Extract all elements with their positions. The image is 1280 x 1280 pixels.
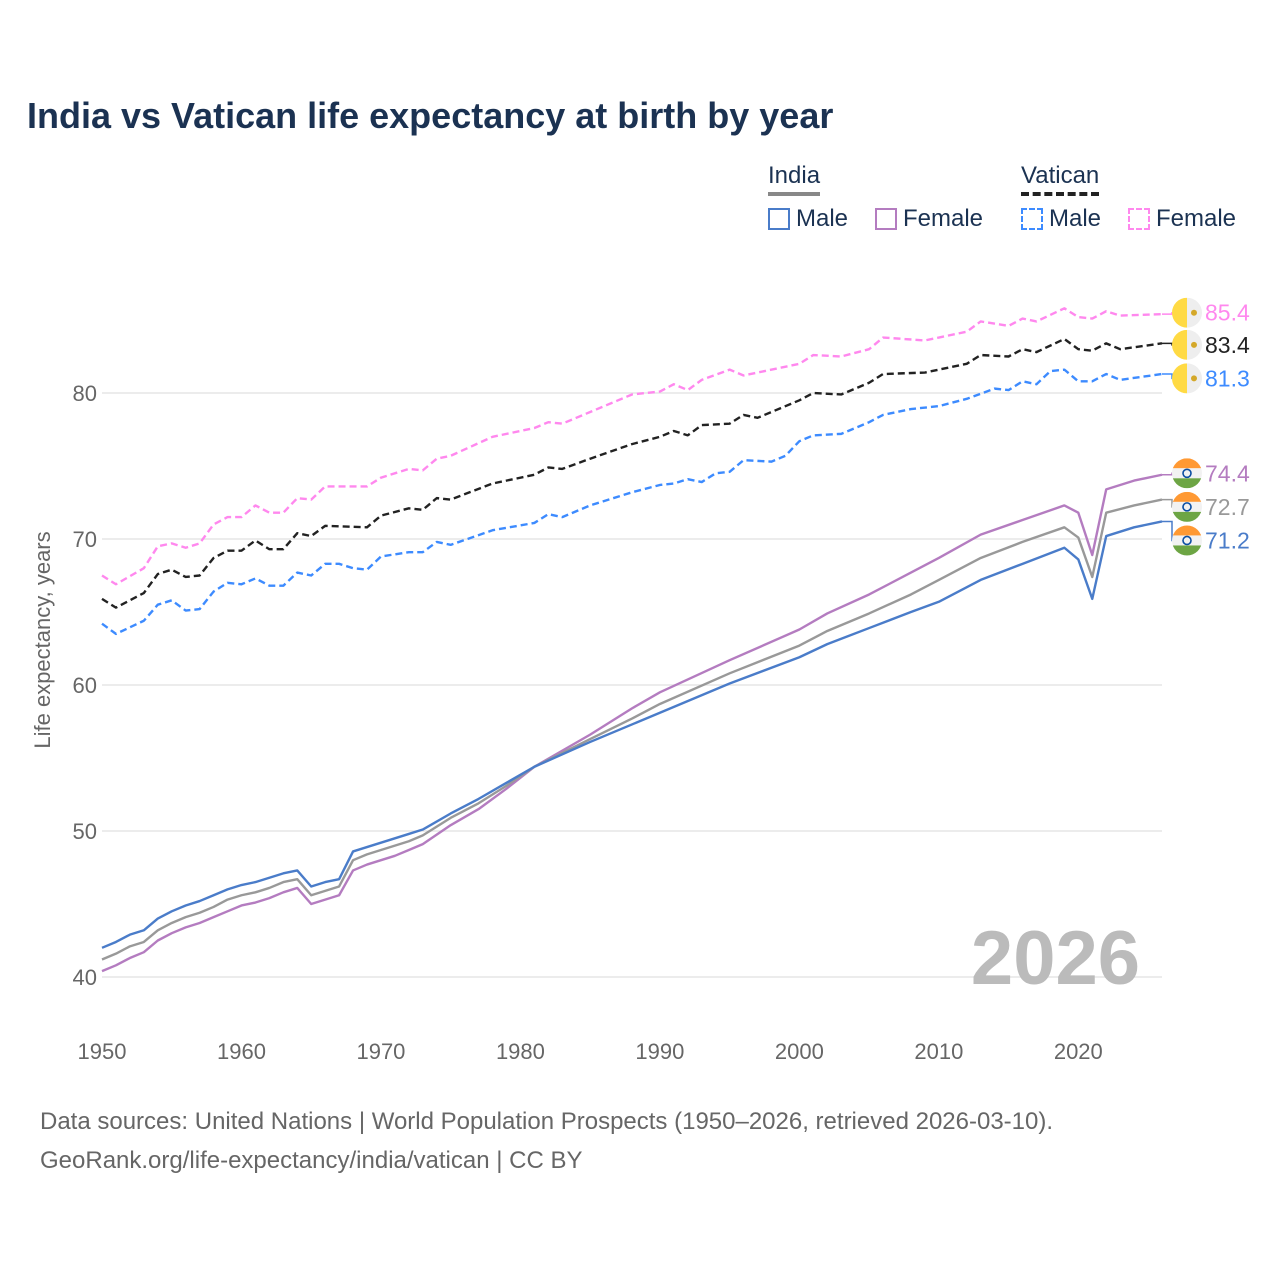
legend-swatch [1021, 208, 1043, 230]
x-tick-label: 2020 [1054, 1039, 1103, 1064]
legend-swatch [1128, 208, 1150, 230]
legend-vatican-male: Male [1021, 205, 1101, 233]
flag-band [1172, 511, 1202, 522]
vatican-flag-icon [1172, 363, 1202, 394]
y-axis-label: Life expectancy, years [30, 531, 55, 748]
keys-emblem [1191, 341, 1197, 348]
legend-swatch [768, 208, 790, 230]
y-tick-label: 40 [73, 965, 97, 990]
end-value-label: 72.7 [1205, 494, 1250, 520]
legend-india-header: India [768, 162, 821, 196]
series-line-vatican-male [101, 368, 1163, 636]
flag-band [1172, 525, 1202, 536]
vatican-flag-icon [1172, 297, 1202, 328]
y-tick-label: 70 [73, 527, 97, 552]
end-value-label: 81.3 [1205, 365, 1250, 391]
end-value-label: 74.4 [1205, 460, 1250, 486]
y-tick-label: 50 [73, 819, 97, 844]
y-tick-label: 80 [73, 381, 97, 406]
india-flag-icon [1172, 525, 1202, 556]
flag-band [1172, 468, 1202, 479]
keys-emblem [1191, 375, 1197, 382]
india-flag-icon [1172, 458, 1202, 489]
end-value-label: 85.4 [1205, 300, 1250, 326]
legend-label: Male [796, 205, 849, 232]
x-tick-label: 2000 [775, 1039, 824, 1064]
x-tick-label: 1990 [635, 1039, 684, 1064]
x-tick-label: 1980 [496, 1039, 545, 1064]
legend-label: Male [1049, 205, 1102, 232]
india-flag-icon [1172, 491, 1202, 522]
series-line-vatican-female [101, 307, 1163, 586]
series-line-india-female [101, 473, 1163, 973]
legend-label: Female [1156, 205, 1237, 232]
series-line-vatican-both-sexes- [101, 337, 1163, 609]
legend-label: Female [903, 205, 984, 232]
flag-band [1172, 363, 1187, 394]
chakra [1182, 502, 1192, 512]
x-tick-label: 1950 [78, 1039, 127, 1064]
chakra [1182, 468, 1192, 479]
end-value-label: 71.2 [1205, 527, 1250, 553]
series-line-india-both-sexes- [101, 498, 1163, 961]
flag-band [1172, 491, 1202, 502]
source-line-1: Data sources: United Nations | World Pop… [40, 1108, 1054, 1135]
end-value-label: 83.4 [1205, 332, 1250, 358]
legend-vatican-female: Female [1128, 205, 1236, 233]
flag-band [1172, 458, 1202, 469]
legend-india-female: Female [875, 205, 983, 233]
legend-swatch [875, 208, 897, 230]
flag-band [1172, 501, 1202, 512]
chart-title: India vs Vatican life expectancy at birt… [27, 95, 834, 136]
chakra [1182, 535, 1192, 546]
x-tick-label: 1960 [217, 1039, 266, 1064]
keys-emblem [1191, 309, 1197, 316]
year-watermark: 2026 [970, 916, 1140, 1001]
legend-india-male: Male [768, 205, 848, 233]
source-line-2[interactable]: GeoRank.org/life-expectancy/india/vatica… [40, 1147, 583, 1174]
flag-band [1172, 545, 1202, 556]
x-tick-label: 1970 [356, 1039, 405, 1064]
vatican-flag-icon [1172, 329, 1202, 360]
flag-band [1172, 478, 1202, 489]
legend-vatican-header: Vatican [1021, 162, 1100, 196]
flag-band [1172, 535, 1202, 546]
flag-band [1172, 297, 1187, 328]
flag-band [1172, 329, 1187, 360]
x-tick-label: 2010 [914, 1039, 963, 1064]
y-tick-label: 60 [73, 673, 97, 698]
series-line-india-male [101, 520, 1163, 949]
